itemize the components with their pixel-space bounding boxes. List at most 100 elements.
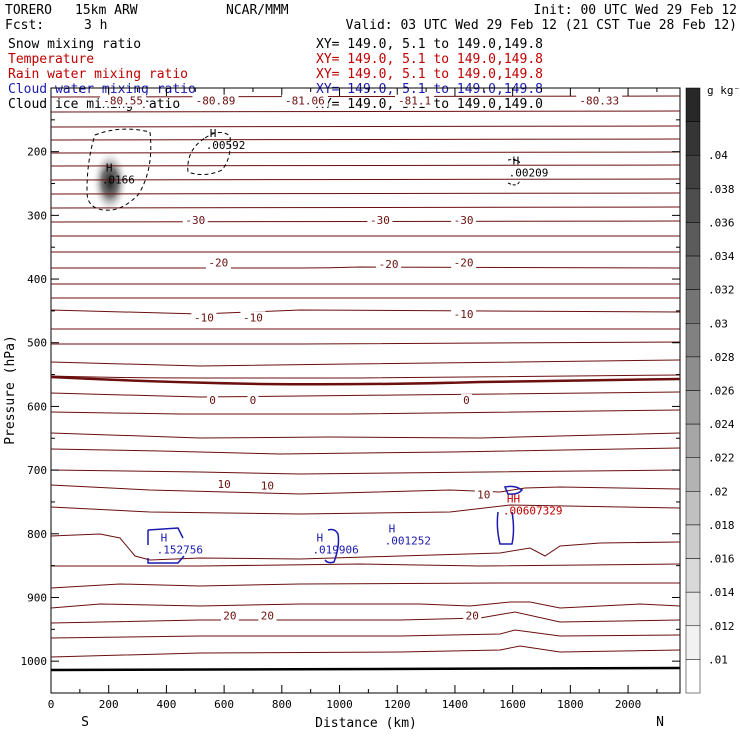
isotherm-label-background: [281, 94, 328, 107]
isotherm-label: -81.06: [285, 95, 325, 108]
isotherm-label-background: [240, 311, 266, 324]
colorbar-tick-label: .04: [708, 149, 728, 162]
maximum-value: .019906: [312, 543, 358, 556]
field-name-temperature: Temperature: [8, 52, 94, 67]
x-tick-label: 600: [214, 698, 234, 711]
isotherm-label: 20: [466, 609, 479, 622]
isotherm-label-background: [220, 609, 239, 622]
colorbar-segment: [685, 222, 701, 257]
isotherm-labels: -80.55 -80.89 -81.06 -81.1 -80.33 -30 -30 -30 -2…: [100, 94, 623, 622]
x-tick-label: 1400: [442, 698, 469, 711]
isotherm-label: -10: [454, 308, 474, 321]
cloud-water-contours: [147, 485, 524, 564]
isotherm-label-background: [258, 609, 277, 622]
isotherm-line: [50, 601, 681, 609]
fcst-value: 3 h: [84, 18, 107, 33]
model-resolution: 15km ARW: [75, 3, 138, 18]
isotherm-label-background: [367, 213, 393, 226]
isotherm-line: [50, 469, 681, 475]
isotherm-lines: [50, 95, 681, 658]
field-xy-rain: XY= 149.0, 5.1 to 149.0,149.8: [316, 67, 543, 82]
isotherm-label-background: [376, 257, 402, 270]
colorbar-tick-label: .018: [708, 519, 735, 532]
isotherm-line: [50, 138, 681, 141]
maximum-marker: H: [316, 531, 323, 544]
isotherm-line: [50, 484, 681, 495]
colorbar-segment: [685, 457, 701, 492]
isotherm-line: [50, 611, 681, 624]
isotherm-line: [50, 220, 681, 223]
isotherm-line: [50, 192, 681, 195]
x-tick-label: 800: [272, 698, 292, 711]
isotherm-line: [50, 178, 681, 181]
maximum-value: .001252: [385, 534, 431, 547]
isotherm-line: [50, 629, 681, 639]
y-tick-label: 200: [27, 146, 47, 159]
maximum-value: .00592: [206, 139, 246, 152]
colorbar-tick-label: .036: [708, 216, 735, 229]
colorbar-tick-label: .032: [708, 284, 735, 297]
x-tick-label: 1600: [499, 698, 526, 711]
y-tick-label: 500: [27, 337, 47, 350]
isotherm-line: [50, 309, 681, 315]
colorbar-tick-label: .024: [708, 418, 735, 431]
isotherm-label: 10: [217, 478, 230, 491]
freezing-level-isotherm: [50, 375, 681, 386]
colorbar-segment: [685, 491, 701, 526]
isotherm-label-background: [191, 311, 217, 324]
field-xy-snow: XY= 149.0, 5.1 to 149.0,149.8: [316, 37, 543, 52]
model-name: TORERO: [5, 3, 52, 18]
isotherm-label-background: [192, 94, 239, 107]
isotherm-line: [50, 110, 681, 113]
isotherm-label-background: [451, 308, 477, 321]
x-tick-label: 400: [156, 698, 176, 711]
isotherm-label-background: [100, 94, 147, 107]
isotherm-line: [50, 582, 680, 589]
isotherm-label-background: [474, 488, 493, 501]
colorbar-tick-label: .03: [708, 317, 728, 330]
isotherm-line: [50, 645, 681, 658]
colorbar-unit: g kg⁻¹: [707, 84, 740, 97]
isotherm-line: [50, 374, 681, 379]
isotherm-label: -20: [208, 256, 228, 269]
colorbar-segment: [685, 188, 701, 223]
maxima-labels: H.0166H.00592H.00209H.152756H.019906H.00…: [102, 127, 563, 556]
colorbar-segment: [685, 423, 701, 458]
maximum-marker: H: [106, 161, 113, 174]
isotherm-label: -81.1: [398, 95, 431, 108]
isotherm-label-background: [182, 213, 208, 226]
isotherm-label-background: [576, 94, 623, 107]
isotherm-line: [50, 359, 681, 367]
isotherm-label: 20: [223, 609, 236, 622]
maximum-value: .152756: [157, 543, 203, 556]
ground-surface-line: [50, 666, 681, 672]
isotherm-label-background: [258, 479, 277, 492]
colorbar-segment: [685, 87, 701, 122]
colorbar-segment: [685, 659, 701, 694]
y-tick-label: 700: [27, 464, 47, 477]
y-tick-label: 400: [27, 273, 47, 286]
isotherm-label-background: [247, 394, 259, 407]
isotherm-line: [50, 164, 681, 167]
isotherm-label: 10: [261, 479, 274, 492]
isotherm-label: 0: [250, 394, 257, 407]
colorbar-segment: [685, 591, 701, 627]
cloud-water-contour: [324, 528, 340, 564]
isotherm-line: [50, 447, 681, 455]
isotherm-line: [50, 206, 681, 209]
x-tick-label: 2000: [615, 698, 642, 711]
colorbar-tick-label: .028: [708, 351, 735, 364]
field-name-snow: Snow mixing ratio: [8, 37, 141, 52]
isotherm-line: [51, 341, 681, 345]
fcst-label: Fcst:: [5, 18, 44, 33]
isotherm-line: [51, 563, 681, 567]
isotherm-label: -30: [454, 214, 474, 227]
colorbar-segment: [685, 356, 701, 391]
isotherm-label: -30: [370, 214, 390, 227]
x-tick-label: 200: [99, 698, 119, 711]
isotherm-line: [50, 504, 681, 515]
valid-time: Valid: 03 UTC Wed 29 Feb 12 (21 CST Tue …: [346, 18, 737, 33]
colorbar-segment: [685, 524, 701, 559]
y-tick-label: 800: [27, 528, 47, 541]
